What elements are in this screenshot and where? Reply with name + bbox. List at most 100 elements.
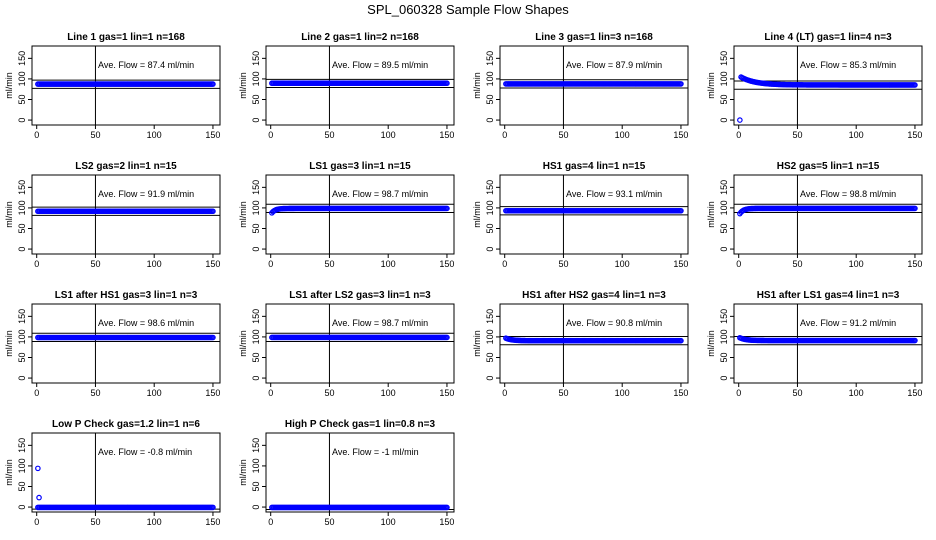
y-tick-label: 50: [17, 223, 27, 233]
data-series: [737, 334, 918, 344]
y-axis-label: ml/min: [472, 330, 482, 357]
x-tick-label: 150: [439, 388, 454, 398]
data-series: [35, 81, 216, 87]
x-tick-label: 50: [558, 130, 568, 140]
y-tick-label: 150: [17, 438, 27, 453]
panel-title: Line 2 gas=1 lin=2 n=168: [301, 32, 419, 43]
y-tick-label: 100: [485, 329, 495, 344]
data-series: [503, 81, 684, 87]
y-tick-label: 50: [485, 223, 495, 233]
x-tick-label: 100: [849, 388, 864, 398]
y-tick-label: 100: [251, 200, 261, 215]
y-tick-label: 50: [251, 94, 261, 104]
y-tick-label: 150: [485, 309, 495, 324]
x-tick-label: 100: [381, 517, 396, 527]
y-tick-label: 150: [719, 180, 729, 195]
data-series: [503, 207, 684, 214]
data-series: [35, 334, 216, 341]
y-axis-label: ml/min: [472, 72, 482, 99]
y-tick-label: 0: [17, 376, 27, 381]
x-tick-label: 150: [439, 130, 454, 140]
y-tick-label: 50: [251, 223, 261, 233]
y-axis-label: ml/min: [472, 201, 482, 228]
y-axis-label: ml/min: [4, 201, 14, 228]
average-flow-annotation: Ave. Flow = -0.8 ml/min: [98, 447, 192, 457]
panel-11: HS1 after HS2 gas=4 lin=1 n=3 0 50 100 150 0 5…: [472, 290, 689, 398]
y-tick-label: 0: [17, 118, 27, 123]
x-tick-label: 150: [673, 130, 688, 140]
data-point: [444, 334, 450, 341]
average-flow-annotation: Ave. Flow = 91.2 ml/min: [800, 318, 896, 328]
x-tick-label: 0: [268, 517, 273, 527]
x-tick-label: 50: [90, 130, 100, 140]
data-point: [444, 205, 450, 212]
plot-frame: [733, 45, 923, 126]
y-tick-label: 150: [251, 180, 261, 195]
y-axis-label: ml/min: [238, 201, 248, 228]
x-tick-label: 50: [558, 388, 568, 398]
x-tick-label: 0: [502, 388, 507, 398]
data-point-outlier: [35, 465, 41, 472]
y-tick-label: 150: [251, 438, 261, 453]
y-tick-label: 0: [719, 376, 729, 381]
data-point: [210, 334, 216, 341]
x-tick-label: 0: [736, 130, 741, 140]
x-tick-label: 0: [502, 130, 507, 140]
panel-4: Line 4 (LT) gas=1 lin=4 n=3 0 50 100 150 0 50 1…: [706, 32, 923, 140]
x-tick-label: 150: [673, 388, 688, 398]
x-tick-label: 100: [615, 130, 630, 140]
x-tick-label: 150: [205, 130, 220, 140]
y-tick-label: 0: [485, 247, 495, 252]
data-point: [912, 82, 918, 88]
data-point: [210, 504, 216, 511]
y-tick-label: 150: [17, 180, 27, 195]
y-axis-label: ml/min: [238, 459, 248, 486]
y-tick-label: 50: [719, 223, 729, 233]
y-tick-label: 150: [17, 51, 27, 66]
x-tick-label: 150: [673, 259, 688, 269]
y-tick-label: 50: [251, 352, 261, 362]
y-axis-label: ml/min: [706, 330, 716, 357]
data-point: [678, 337, 684, 344]
y-tick-label: 150: [251, 51, 261, 66]
x-tick-label: 50: [90, 388, 100, 398]
y-axis-label: ml/min: [238, 330, 248, 357]
panel-title: Low P Check gas=1.2 lin=1 n=6: [52, 419, 200, 430]
data-series: [737, 205, 918, 217]
y-tick-label: 50: [17, 352, 27, 362]
y-tick-label: 50: [485, 352, 495, 362]
panel-9: LS1 after HS1 gas=3 lin=1 n=3 0 50 100 150 0 5…: [4, 290, 221, 398]
data-point: [210, 208, 216, 215]
panel-title: LS1 after LS2 gas=3 lin=1 n=3: [289, 290, 431, 301]
x-tick-label: 100: [147, 130, 162, 140]
y-tick-label: 0: [17, 505, 27, 510]
plot-frame: [31, 174, 221, 255]
x-tick-label: 150: [439, 517, 454, 527]
panel-6: LS1 gas=3 lin=1 n=150 50 100 150050100150ml…: [238, 161, 455, 269]
y-axis-label: ml/min: [706, 72, 716, 99]
panel-title: Line 3 gas=1 lin=3 n=168: [535, 32, 653, 43]
y-tick-label: 150: [719, 51, 729, 66]
x-tick-label: 150: [205, 259, 220, 269]
x-tick-label: 50: [792, 130, 802, 140]
y-tick-label: 150: [485, 180, 495, 195]
data-series: [269, 504, 450, 511]
data-point: [210, 81, 216, 87]
average-flow-annotation: Ave. Flow = 98.8 ml/min: [800, 189, 896, 199]
y-tick-label: 50: [719, 352, 729, 362]
y-tick-label: 0: [251, 376, 261, 381]
x-tick-label: 100: [615, 259, 630, 269]
panel-1: Line 1 gas=1 lin=1 n=168 0 50 100 150 0 50 100 1…: [4, 32, 221, 140]
y-axis-label: ml/min: [238, 72, 248, 99]
average-flow-annotation: Ave. Flow = 87.4 ml/min: [98, 60, 194, 70]
panel-3: Line 3 gas=1 lin=3 n=168 0 50 100 150 0 50 100 1…: [472, 32, 689, 140]
y-tick-label: 100: [17, 458, 27, 473]
panel-title: LS2 gas=2 lin=1 n=15: [75, 161, 177, 172]
panel-7: HS1 gas=4 lin=1 n=150 50 100 150050100150ml…: [472, 161, 689, 269]
x-tick-label: 100: [381, 130, 396, 140]
plot-frame: [265, 45, 455, 126]
y-tick-label: 100: [17, 200, 27, 215]
x-tick-label: 0: [502, 259, 507, 269]
panel-title: LS1 gas=3 lin=1 n=15: [309, 161, 411, 172]
y-tick-label: 50: [251, 481, 261, 491]
